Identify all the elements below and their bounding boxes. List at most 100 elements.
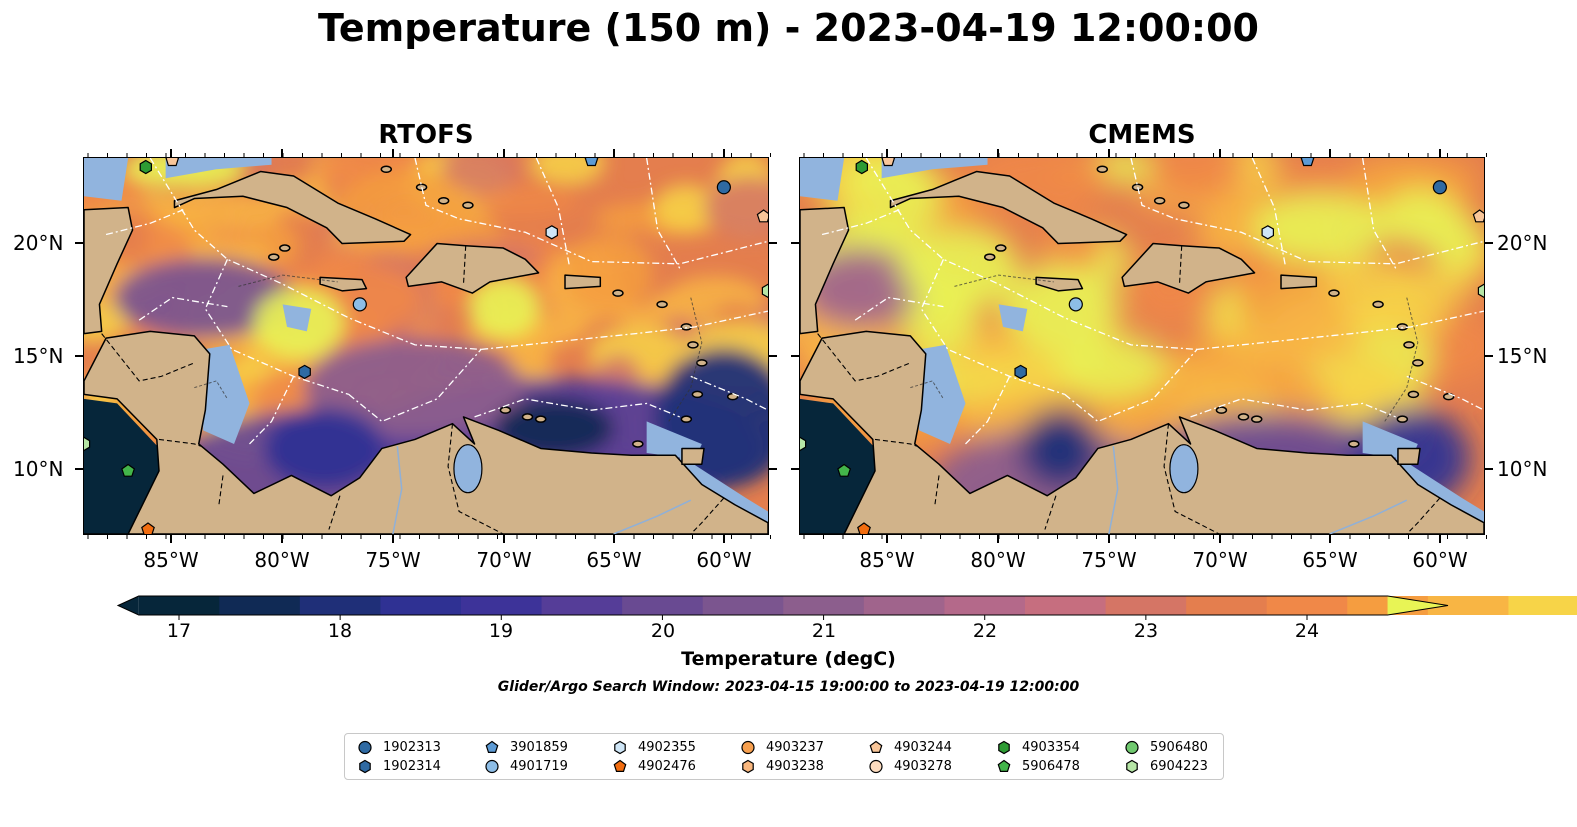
float-marker	[716, 180, 731, 195]
colorbar-outline	[116, 595, 1449, 616]
legend-item: 5906480	[1124, 738, 1208, 756]
continental-shelf	[800, 158, 845, 201]
boundary-line	[1064, 348, 1198, 423]
float-marker	[1068, 297, 1083, 312]
legend-marker	[997, 759, 1011, 772]
legend-label: 4902476	[638, 758, 696, 774]
lon-tick-label: 75°W	[365, 548, 421, 572]
lon-tick-label: 80°W	[254, 548, 310, 572]
float-marker	[800, 436, 807, 452]
boundary-line	[965, 376, 1011, 445]
country-border	[462, 245, 467, 285]
colorbar-segment	[138, 596, 220, 615]
boundary-line	[865, 158, 1198, 351]
landmass	[889, 170, 1128, 245]
lake-maracaibo	[453, 444, 483, 494]
colorbar-segment	[541, 596, 623, 615]
boundary-line	[474, 398, 680, 418]
boundary-line	[414, 158, 768, 265]
colorbar-tick-label: 24	[1294, 620, 1320, 642]
legend-marker	[1125, 740, 1139, 755]
legend-item: 4902355	[612, 738, 696, 756]
legend-marker-shape	[869, 740, 883, 753]
colorbar-segment	[1266, 596, 1348, 615]
island	[1250, 415, 1263, 423]
legend-marker	[869, 740, 883, 753]
island	[995, 244, 1007, 252]
boundary-line	[1406, 375, 1484, 411]
landmass	[405, 242, 540, 294]
landmass	[1121, 242, 1256, 294]
bathymetry-contour	[1384, 297, 1419, 422]
continental-shelf	[881, 158, 988, 179]
lon-tick-label: 60°W	[696, 548, 752, 572]
island	[437, 197, 450, 205]
country-border	[328, 495, 341, 530]
legend-label: 4903244	[894, 739, 952, 755]
float-marker	[141, 522, 155, 534]
legend-marker-shape	[869, 759, 883, 774]
island	[268, 253, 280, 261]
map-panel-rtofs	[83, 157, 769, 535]
float-marker	[352, 297, 367, 312]
country-border	[874, 438, 918, 447]
bathymetry-contour	[668, 297, 703, 422]
colorbar-label: Temperature (degC)	[681, 648, 896, 670]
colorbar-segment	[1105, 596, 1187, 615]
lat-tick-label: 10°N	[1497, 457, 1548, 481]
lon-tick-label: 60°W	[1412, 548, 1468, 572]
island	[1178, 201, 1190, 210]
bathymetry-contour	[910, 380, 944, 400]
lake-maracaibo	[1169, 444, 1199, 494]
colorbar-tick-label: 19	[488, 620, 514, 642]
colorbar-tick-label: 20	[650, 620, 676, 642]
colorbar-segment	[622, 596, 704, 615]
legend-marker-shape	[359, 759, 371, 774]
legend-label: 4903238	[766, 758, 824, 774]
float-marker	[545, 225, 558, 240]
legend-item: 4903278	[868, 757, 952, 775]
colorbar-segment	[863, 596, 946, 615]
legend-label: 3901859	[510, 739, 568, 755]
colorbar-segment	[944, 596, 1026, 615]
landmass	[84, 206, 134, 335]
island	[1372, 300, 1384, 309]
island	[1215, 406, 1228, 414]
boundary-line	[1197, 310, 1484, 351]
island	[1328, 289, 1340, 297]
landmass	[319, 276, 368, 292]
country-border	[101, 333, 195, 382]
legend-marker-shape	[614, 740, 626, 755]
pacific-ocean	[800, 398, 999, 534]
island	[691, 390, 704, 399]
legend-item: 5906478	[996, 757, 1080, 775]
lon-tick-label: 75°W	[1081, 548, 1137, 572]
boundary-line	[138, 296, 228, 321]
legend-label: 5906478	[1022, 758, 1080, 774]
legend-item: 1902313	[357, 738, 441, 756]
float-marker	[837, 463, 852, 477]
landmass	[1397, 447, 1421, 465]
bathymetry-contour	[194, 380, 228, 400]
legend-label: 1902313	[383, 739, 441, 755]
legend-item: 1902314	[357, 757, 441, 775]
search-window-caption: Glider/Argo Search Window: 2023-04-15 19…	[497, 679, 1080, 695]
lat-tick-label: 10°N	[13, 457, 64, 481]
river	[1108, 446, 1119, 534]
colorbar-tick-label: 17	[166, 620, 192, 642]
legend-marker	[998, 740, 1010, 755]
panel-title-cmems: CMEMS	[1088, 120, 1196, 150]
legend-item: 4901719	[484, 757, 568, 775]
country-border	[690, 497, 725, 534]
island	[462, 201, 474, 210]
landmass	[1035, 276, 1084, 292]
legend-marker	[741, 740, 755, 755]
boundary-line	[348, 348, 482, 423]
float-marker	[1014, 364, 1027, 380]
island	[696, 359, 708, 367]
country-border	[218, 475, 224, 508]
lon-tick-label: 65°W	[586, 548, 642, 572]
colorbar-segment	[783, 596, 865, 615]
temperature-field	[800, 158, 1484, 534]
boundary-line	[249, 376, 295, 445]
